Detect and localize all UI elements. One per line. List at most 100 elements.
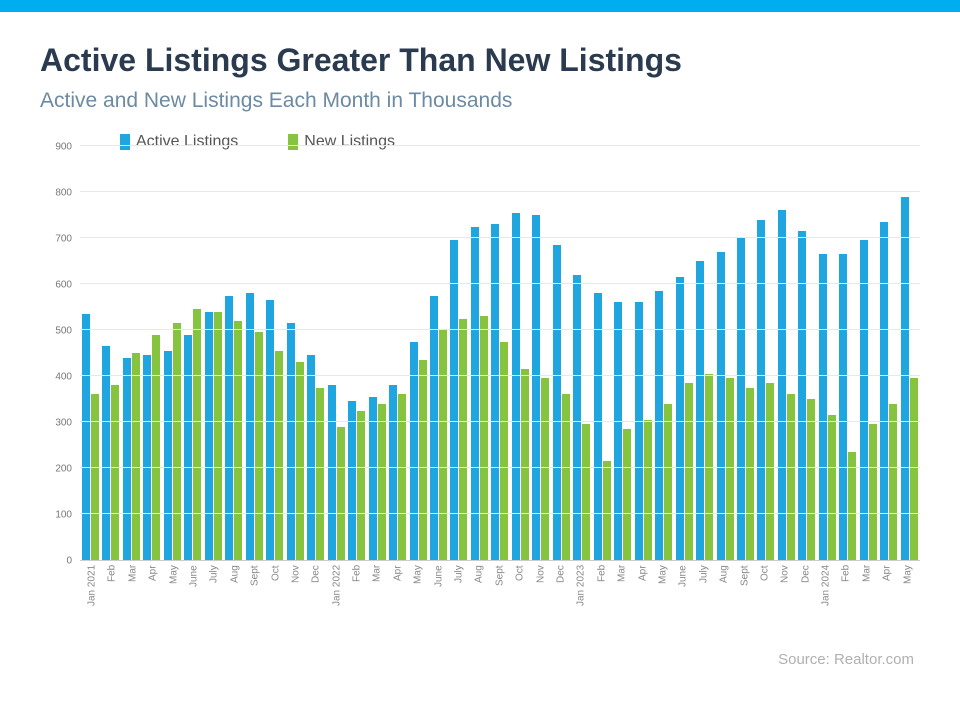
x-tick-label: July [449,565,469,621]
bar-active [696,261,704,560]
y-tick: 700 [55,234,72,245]
bar-new [746,388,754,561]
bar-new [357,411,365,561]
bar-new [603,461,611,560]
bar-new [664,404,672,560]
x-tick-label: Jan 2022 [327,565,347,621]
x-tick-label: Feb [347,565,367,621]
bar-active [246,293,254,560]
bar-active [82,314,90,560]
x-tick-label: Jan 2021 [82,565,102,621]
top-accent-bar [0,0,960,12]
bar-group [696,261,713,560]
bar-group [205,312,222,560]
source-attribution: Source: Realtor.com [40,651,920,668]
bar-group [246,293,263,560]
bar-active [102,346,110,560]
bar-active [184,335,192,560]
grid-line [80,421,920,422]
bar-active [491,224,499,560]
bar-group [491,224,508,560]
bar-new [316,388,324,561]
bar-new [275,351,283,560]
bar-new [521,369,529,560]
bar-group [532,215,549,560]
y-tick: 900 [55,142,72,153]
x-axis-labels: Jan 2021FebMarAprMayJuneJulyAugSeptOctNo… [80,565,920,621]
bar-new [214,312,222,560]
bar-new [787,394,795,560]
bar-active [143,355,151,560]
x-tick-label: Aug [225,565,245,621]
bar-active [205,312,213,560]
bar-group [676,277,693,560]
x-tick-label: Oct [266,565,286,621]
bar-group [307,355,324,560]
x-tick-label: Mar [367,565,387,621]
y-tick: 500 [55,326,72,337]
bar-group [225,296,242,561]
bar-new [726,378,734,560]
chart-container: Active Listings Greater Than New Listing… [0,12,960,688]
x-tick-label: Apr [877,565,897,621]
bar-group [82,314,99,560]
x-tick-label: Dec [551,565,571,621]
bar-group [737,238,754,560]
grid-line [80,329,920,330]
bar-new [132,353,140,560]
bar-new [644,420,652,560]
bar-new [480,316,488,560]
bar-active [287,323,295,560]
bar-group [328,385,345,560]
bar-active [778,210,786,560]
x-tick-label: May [408,565,428,621]
bar-group [389,385,406,560]
bar-group [614,302,631,560]
x-tick-label: June [184,565,204,621]
bar-active [798,231,806,560]
x-tick-label: Feb [592,565,612,621]
y-tick: 0 [66,556,72,567]
bar-group [512,213,529,560]
bar-new [378,404,386,560]
y-tick: 300 [55,418,72,429]
x-tick-label: Jan 2023 [571,565,591,621]
bar-active [328,385,336,560]
bar-group [798,231,815,560]
bar-active [737,238,745,560]
x-tick-label: Aug [714,565,734,621]
x-tick-label: Nov [775,565,795,621]
chart-title: Active Listings Greater Than New Listing… [40,42,920,79]
bar-active [307,355,315,560]
x-tick-label: Apr [388,565,408,621]
bar-active [225,296,233,561]
bar-new [193,309,201,560]
grid-line [80,283,920,284]
x-tick-label: Nov [286,565,306,621]
bar-new [848,452,856,560]
bar-group [102,346,119,560]
bar-new [234,321,242,560]
bar-active [901,197,909,560]
bar-new [541,378,549,560]
x-tick-label: May [653,565,673,621]
y-tick: 800 [55,188,72,199]
x-tick-label: June [673,565,693,621]
grid-line [80,237,920,238]
bar-new [828,415,836,560]
x-tick-label: Apr [633,565,653,621]
bar-active [614,302,622,560]
bar-new [889,404,897,560]
x-tick-label: Dec [796,565,816,621]
x-tick-label: Feb [836,565,856,621]
x-tick-label: Nov [531,565,551,621]
bar-new [766,383,774,560]
bar-active [635,302,643,560]
bar-new [296,362,304,560]
bar-active [655,291,663,560]
bar-active [757,220,765,560]
grid-line [80,145,920,146]
bar-new [910,378,918,560]
x-tick-label: Aug [469,565,489,621]
bar-group [143,335,160,560]
